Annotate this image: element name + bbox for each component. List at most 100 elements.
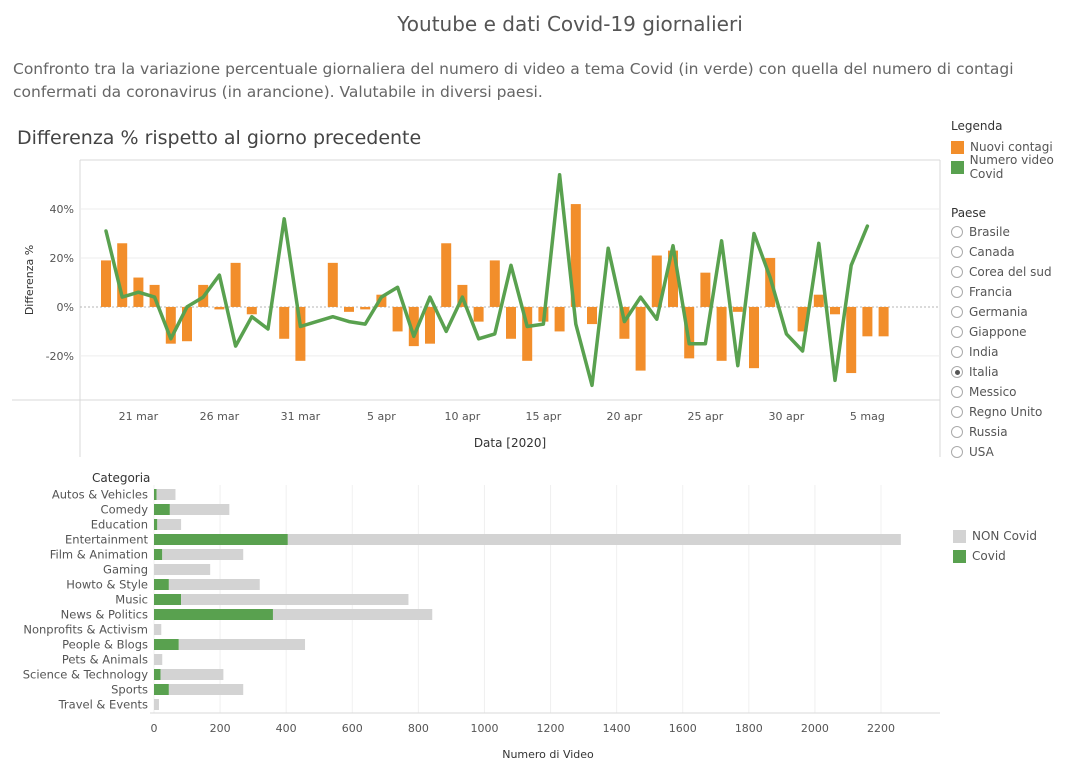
radio-icon[interactable]	[951, 366, 963, 378]
page-title: Youtube e dati Covid-19 giornalieri	[397, 12, 743, 36]
x-tick-label: 400	[276, 722, 297, 735]
radio-icon[interactable]	[951, 386, 963, 398]
category-label: People & Blogs	[62, 638, 148, 652]
legend-label: Covid	[972, 549, 1006, 563]
country-option-corea-del-sud[interactable]: Corea del sud	[951, 262, 1052, 282]
x-tick-label: 1200	[537, 722, 565, 735]
x-tick-label: 15 apr	[526, 410, 562, 423]
country-label: Brasile	[969, 225, 1010, 239]
covid-bar	[154, 684, 169, 695]
non-covid-bar	[287, 534, 901, 545]
category-label: Nonprofits & Activism	[23, 623, 148, 637]
contagi-bar	[878, 306, 889, 337]
non-covid-bar	[162, 549, 244, 560]
legend-label: Numero video Covid	[969, 153, 1054, 181]
x-tick-label: 31 mar	[281, 410, 321, 423]
legend-item-nuovi-contagi[interactable]: Nuovi contagi	[951, 137, 1088, 157]
covid-bar	[154, 594, 182, 605]
category-legend: NON Covid Covid	[953, 526, 1037, 566]
radio-icon[interactable]	[951, 306, 963, 318]
contagi-bar	[344, 306, 354, 312]
country-option-russia[interactable]: Russia	[951, 422, 1052, 442]
contagi-bar	[101, 260, 111, 307]
category-axis-title: Categoria	[92, 471, 150, 485]
contagi-bar	[635, 306, 646, 371]
contagi-bar	[797, 306, 808, 332]
radio-icon[interactable]	[951, 426, 963, 438]
y-tick-label: 20%	[50, 252, 74, 265]
country-label: USA	[969, 445, 994, 459]
category-label: Howto & Style	[66, 578, 148, 592]
category-label: News & Politics	[61, 608, 148, 622]
covid-bar	[154, 609, 273, 620]
radio-icon[interactable]	[951, 446, 963, 458]
y-tick-label: 0%	[57, 301, 74, 314]
non-covid-bar	[272, 609, 433, 620]
radio-icon[interactable]	[951, 246, 963, 258]
radio-icon[interactable]	[951, 326, 963, 338]
category-label: Science & Technology	[23, 668, 148, 682]
contagi-bar	[376, 294, 387, 307]
contagi-bar	[408, 306, 419, 347]
covid-bar	[154, 519, 158, 530]
non-covid-bar	[160, 669, 224, 680]
x-tick-label: 25 apr	[688, 410, 724, 423]
contagi-bar	[554, 306, 565, 332]
contagi-bar	[295, 306, 306, 361]
country-option-india[interactable]: India	[951, 342, 1052, 362]
country-option-messico[interactable]: Messico	[951, 382, 1052, 402]
country-option-germania[interactable]: Germania	[951, 302, 1052, 322]
x-tick-label: 30 apr	[769, 410, 805, 423]
x-tick-label: 2200	[867, 722, 895, 735]
x-tick-label: 800	[408, 722, 429, 735]
x-tick-label: 0	[151, 722, 158, 735]
radio-icon[interactable]	[951, 266, 963, 278]
category-label: Travel & Events	[58, 698, 148, 712]
legend-item-non-covid[interactable]: NON Covid	[953, 526, 1037, 546]
legend-label: Nuovi contagi	[970, 140, 1053, 154]
country-label: Russia	[969, 425, 1008, 439]
contagi-bar	[684, 306, 695, 359]
contagi-bar	[117, 243, 128, 307]
country-option-italia[interactable]: Italia	[951, 362, 1052, 382]
radio-icon[interactable]	[951, 346, 963, 358]
legend-item-covid[interactable]: Covid	[953, 546, 1037, 566]
country-label: Giappone	[969, 325, 1027, 339]
radio-icon[interactable]	[951, 406, 963, 418]
non-covid-bar	[154, 564, 211, 575]
contagi-bar	[230, 262, 241, 307]
covid-bar	[154, 639, 179, 650]
x-tick-label: 1400	[603, 722, 631, 735]
contagi-bar	[716, 306, 727, 361]
radio-icon[interactable]	[951, 286, 963, 298]
covid-bar	[154, 669, 161, 680]
category-label: Entertainment	[65, 533, 148, 547]
country-label: Corea del sud	[969, 265, 1052, 279]
contagi-bar	[732, 306, 743, 312]
country-option-canada[interactable]: Canada	[951, 242, 1052, 262]
non-covid-bar	[181, 594, 409, 605]
radio-icon[interactable]	[951, 226, 963, 238]
x-axis-label: Numero di Video	[502, 748, 594, 761]
contagi-bar	[441, 243, 452, 307]
x-tick-label: 600	[342, 722, 363, 735]
legend-item-numero-video[interactable]: Numero video Covid	[951, 153, 1088, 181]
contagi-bar	[506, 306, 516, 339]
country-option-regno-unito[interactable]: Regno Unito	[951, 402, 1052, 422]
country-label: Germania	[969, 305, 1028, 319]
x-tick-label: 1600	[669, 722, 697, 735]
covid-bar	[154, 489, 157, 500]
covid-bar	[154, 549, 163, 560]
contagi-bar	[830, 306, 840, 315]
country-option-giappone[interactable]: Giappone	[951, 322, 1052, 342]
x-tick-label: 2000	[801, 722, 829, 735]
covid-bar	[154, 579, 169, 590]
country-option-francia[interactable]: Francia	[951, 282, 1052, 302]
x-tick-label: 1800	[735, 722, 763, 735]
contagi-bar	[392, 306, 403, 332]
country-option-usa[interactable]: USA	[951, 442, 1052, 462]
contagi-bar	[165, 306, 176, 344]
category-label: Comedy	[101, 503, 149, 517]
country-option-brasile[interactable]: Brasile	[951, 222, 1052, 242]
contagi-bar	[700, 272, 711, 307]
